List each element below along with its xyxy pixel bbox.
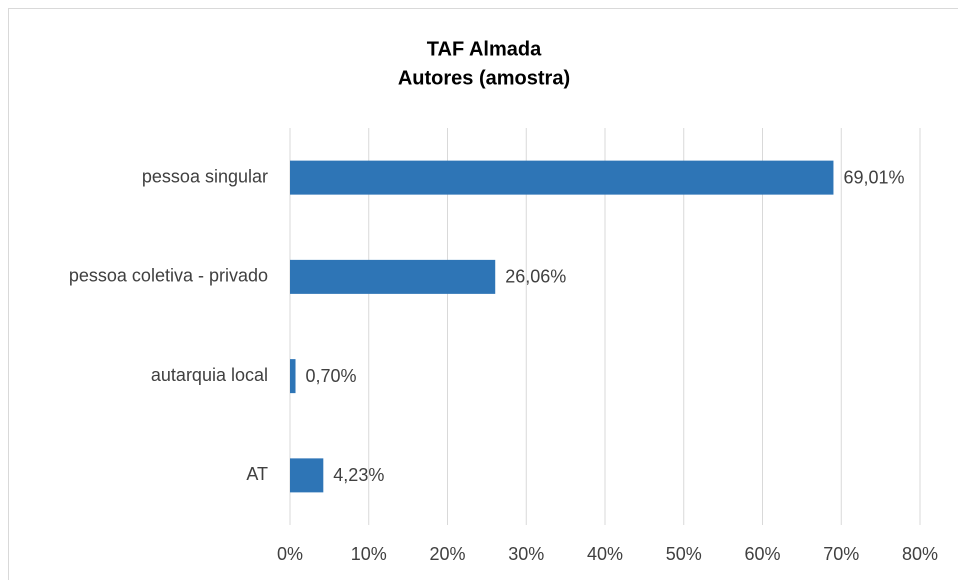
y-tick-label: autarquia local xyxy=(151,365,268,385)
data-label: 4,23% xyxy=(333,465,384,485)
bar xyxy=(290,359,296,394)
y-tick-label: AT xyxy=(246,464,268,484)
x-tick-label: 20% xyxy=(429,544,465,564)
bar xyxy=(290,458,324,493)
chart-frame xyxy=(8,8,958,580)
x-tick-label: 80% xyxy=(902,544,938,564)
x-tick-label: 30% xyxy=(508,544,544,564)
y-tick-label: pessoa singular xyxy=(142,166,268,186)
x-tick-label: 70% xyxy=(823,544,859,564)
chart-subtitle: Autores (amostra) xyxy=(398,67,570,89)
x-tick-label: 10% xyxy=(351,544,387,564)
data-label: 69,01% xyxy=(843,167,904,187)
x-tick-label: 50% xyxy=(666,544,702,564)
x-tick-label: 60% xyxy=(744,544,780,564)
x-tick-label: 40% xyxy=(587,544,623,564)
data-label: 26,06% xyxy=(505,267,566,287)
data-label: 0,70% xyxy=(306,366,357,386)
chart-title: TAF Almada xyxy=(427,38,542,60)
y-tick-label: pessoa coletiva - privado xyxy=(69,266,268,286)
bar xyxy=(290,259,496,294)
bar xyxy=(290,160,834,195)
x-tick-label: 0% xyxy=(277,544,303,564)
